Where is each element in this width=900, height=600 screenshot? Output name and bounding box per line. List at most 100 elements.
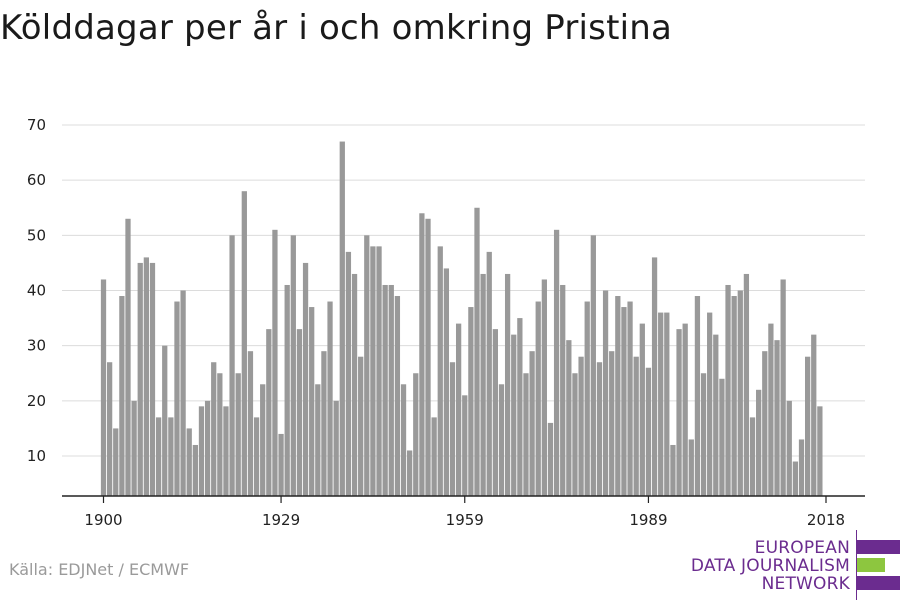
bar-1909 [155,417,162,496]
logo-text-line-2: DATA JOURNALISM [690,556,850,576]
bar-1927 [266,329,272,496]
bar-1949 [400,384,407,496]
bar-1980 [590,235,596,496]
y-tick-label: 30 [27,337,46,355]
bar-1947 [388,284,394,496]
bar-1976 [566,340,572,496]
bar-1915 [192,444,198,496]
bar-1960 [468,307,474,496]
bar-1950 [407,450,413,496]
bar-1916 [198,406,205,496]
bar-1942 [358,356,364,496]
bar-1956 [443,268,450,496]
bar-1958 [455,323,462,496]
bar-2005 [743,273,750,496]
bar-1938 [333,400,339,496]
bar-1928 [272,229,278,496]
bar-1922 [235,373,241,496]
bar-2013 [792,461,799,496]
bar-1944 [370,246,376,496]
bar-1991 [658,312,664,496]
bar-1999 [707,312,713,496]
bar-1914 [186,428,192,496]
bar-2012 [786,400,792,496]
bar-1993 [670,444,676,496]
bar-1968 [517,318,523,496]
bar-1969 [523,373,529,496]
bar-1929 [278,433,284,496]
bar-1908 [149,262,156,496]
bar-1965 [498,384,505,496]
bar-2015 [805,356,811,496]
logo-bar-purple-top [857,540,900,554]
bar-2002 [725,284,731,496]
bar-1997 [694,296,701,496]
bar-1939 [339,141,345,497]
bar-1989 [645,367,652,496]
y-tick-label: 70 [27,116,46,134]
bar-1957 [449,362,456,496]
bar-1982 [602,290,609,496]
y-tick-label: 20 [27,392,46,410]
bar-1974 [553,229,560,496]
logo-bar-purple-bottom [857,576,900,590]
bar-1930 [284,284,290,496]
bar-2008 [762,351,768,496]
bar-1954 [431,417,437,496]
bar-2009 [768,323,774,496]
bar-1962 [480,273,486,496]
bar-1985 [621,307,627,496]
bar-1961 [474,207,480,496]
bar-1986 [627,301,633,496]
bar-1900 [100,279,107,496]
bar-1919 [217,373,223,496]
bar-1946 [382,284,388,496]
bar-1937 [327,301,333,496]
source-note: Källa: EDJNet / ECMWF [9,560,190,579]
bar-1941 [351,273,358,496]
bar-1972 [541,279,547,496]
bar-1935 [315,384,321,496]
bar-2011 [780,279,786,496]
bar-1923 [241,191,247,496]
bar-1911 [168,417,174,496]
bar-1918 [211,362,217,496]
bar-1988 [639,323,645,496]
bar-1933 [302,262,309,496]
chart-title: Kölddagar per år i och omkring Pristina [0,8,673,48]
bar-2010 [774,340,780,496]
bar-2016 [811,334,817,496]
bar-1970 [529,351,535,496]
bar-1931 [290,235,296,496]
bar-2014 [798,439,805,496]
bar-1984 [615,296,621,496]
bar-1943 [364,235,370,496]
bar-1996 [688,439,694,496]
bar-1953 [425,218,431,496]
y-tick-label: 50 [27,226,46,244]
logo-separator [856,530,857,600]
bar-2006 [749,417,756,496]
bar-1994 [676,329,682,496]
bar-1992 [664,312,670,496]
bar-1963 [486,251,492,496]
bar-1990 [651,257,658,496]
bar-1975 [560,284,566,496]
bar-1903 [119,296,125,496]
bar-2000 [713,334,719,496]
x-tick-label: 1929 [262,511,300,529]
bar-1967 [511,334,517,496]
bar-1995 [682,323,688,496]
bar-1981 [596,362,603,496]
logo-text-line-3: NETWORK [761,574,850,594]
bar-1971 [535,301,541,496]
y-axis-ticks: 10 20 30 40 50 60 70 [27,116,46,465]
bar-1955 [437,246,443,496]
bar-1905 [131,400,137,496]
bar-1926 [260,384,266,496]
bar-1952 [419,213,425,496]
bar-chart: 10 20 30 40 50 60 70 1900 1929 1959 1989 2018 [27,116,865,529]
y-tick-label: 40 [27,282,46,300]
bar-1945 [376,246,382,496]
bar-2007 [756,389,762,496]
